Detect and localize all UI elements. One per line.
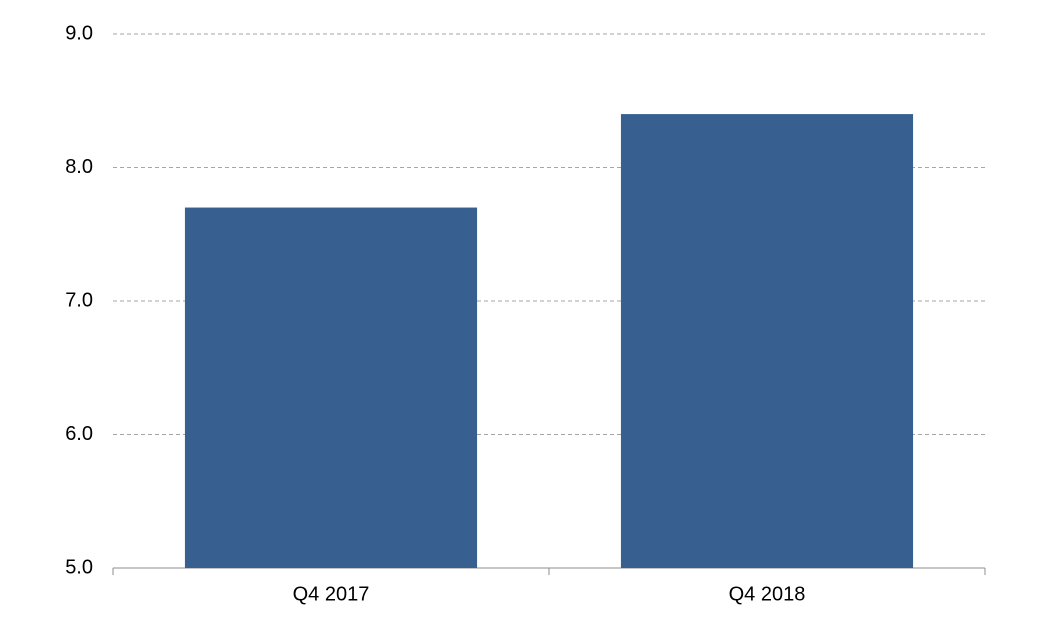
bar [620, 114, 914, 568]
y-tick-label: 6.0 [65, 423, 93, 445]
bar [184, 207, 478, 569]
y-tick-label: 7.0 [65, 289, 93, 311]
x-tick-label: Q4 2017 [293, 583, 370, 605]
x-tick-label: Q4 2018 [729, 583, 806, 605]
y-tick-label: 9.0 [65, 22, 93, 44]
y-tick-label: 8.0 [65, 156, 93, 178]
y-tick-label: 5.0 [65, 556, 93, 578]
